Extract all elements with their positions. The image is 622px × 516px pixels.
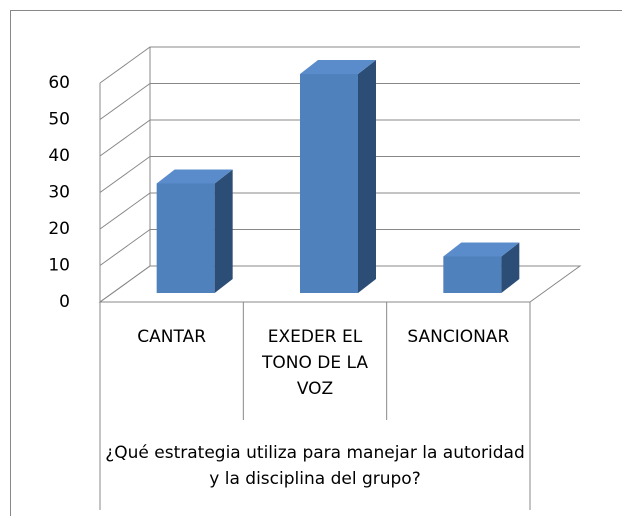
y-tick-label: 60: [48, 73, 70, 93]
bar-side: [358, 60, 376, 293]
bar-top: [156, 169, 233, 184]
grid-line: [99, 83, 580, 120]
bar-top: [443, 242, 520, 257]
bar: [443, 242, 520, 293]
bar-top: [300, 60, 376, 74]
y-tick-label: 20: [48, 219, 70, 239]
bar-side: [214, 169, 233, 293]
x-tick-label: SANCIONAR: [407, 327, 510, 347]
bar-front: [300, 74, 358, 293]
y-tick-label: 30: [48, 183, 70, 203]
bar-side: [501, 242, 520, 293]
chart-frame: [10, 10, 622, 516]
bar-front: [156, 183, 215, 293]
grid-line: [99, 229, 580, 266]
bar: [300, 60, 376, 293]
grid-line: [99, 46, 580, 84]
grid-line: [99, 265, 580, 303]
grid-line: [99, 156, 580, 193]
bar: [156, 169, 233, 293]
y-tick-label: 10: [48, 256, 70, 276]
y-tick-label: 40: [48, 146, 70, 166]
grid-line: [99, 192, 580, 230]
y-tick-label: 50: [48, 110, 70, 130]
bar-front: [443, 256, 502, 293]
x-tick-label: CANTAR: [137, 327, 207, 347]
x-axis-title: ¿Qué estrategia utiliza para manejar la …: [105, 443, 525, 489]
x-tick-label: EXEDER EL TONO DE LA VOZ: [261, 327, 368, 399]
y-tick-label: 0: [59, 292, 70, 312]
grid-line: [99, 119, 580, 157]
